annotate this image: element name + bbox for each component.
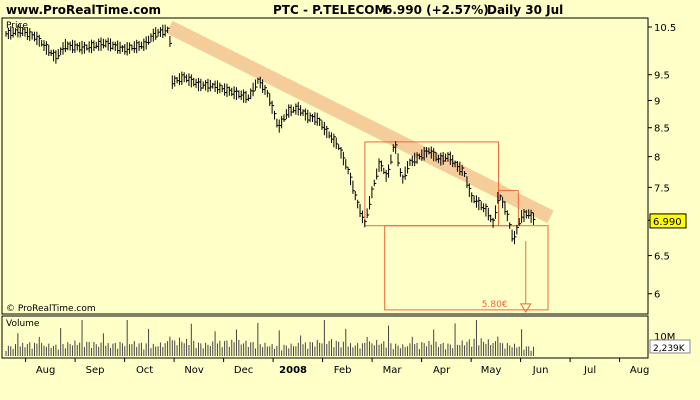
- x-tick-label: Jun: [532, 365, 549, 376]
- y-tick-label: 6.5: [654, 252, 670, 263]
- last-quote: 6.990 (+2.57%): [384, 3, 489, 17]
- x-tick-label: Feb: [334, 365, 352, 376]
- y-tick-label: 8: [654, 153, 660, 164]
- x-tick-label: Nov: [184, 365, 204, 376]
- target-label: 5.80€: [482, 300, 508, 310]
- volume-panel: [1, 315, 649, 359]
- x-tick-label: May: [481, 365, 502, 376]
- x-tick-label: Dec: [234, 365, 253, 376]
- last-price-label: 6.990: [653, 217, 682, 228]
- price-panel: [1, 17, 649, 315]
- period-label: Daily 30 Jul: [487, 3, 563, 17]
- chart-title: PTC - P.TELECOM: [273, 3, 386, 17]
- x-tick-label: Aug: [36, 365, 56, 376]
- y-tick-label: 6: [654, 290, 660, 301]
- volume-axis-label: 10M: [654, 332, 675, 343]
- watermark: © ProRealTime.com: [6, 304, 96, 314]
- y-tick-label: 10.5: [654, 23, 676, 34]
- y-tick-label: 8.5: [654, 124, 670, 135]
- x-tick-label: Aug: [630, 365, 650, 376]
- x-tick-label: Sep: [86, 365, 105, 376]
- x-tick-label: Mar: [383, 365, 403, 376]
- y-tick-label: 7.5: [654, 183, 670, 194]
- volume-panel-label: Volume: [6, 319, 40, 329]
- x-tick-label: 2008: [279, 365, 307, 376]
- y-tick-label: 9.5: [654, 71, 670, 82]
- projection-box: [384, 225, 549, 311]
- last-price-badge: [649, 213, 687, 229]
- trend-channel-band: [166, 20, 554, 224]
- y-tick-label: 9: [654, 96, 660, 107]
- x-tick-label: Oct: [136, 365, 153, 376]
- site-url[interactable]: www.ProRealTime.com: [6, 3, 161, 17]
- last-volume-badge: [649, 339, 691, 354]
- x-tick-label: Apr: [433, 365, 451, 376]
- x-tick-label: Jul: [583, 365, 596, 376]
- price-panel-label: Price: [6, 21, 28, 31]
- last-volume-label: 2,239K: [653, 344, 686, 354]
